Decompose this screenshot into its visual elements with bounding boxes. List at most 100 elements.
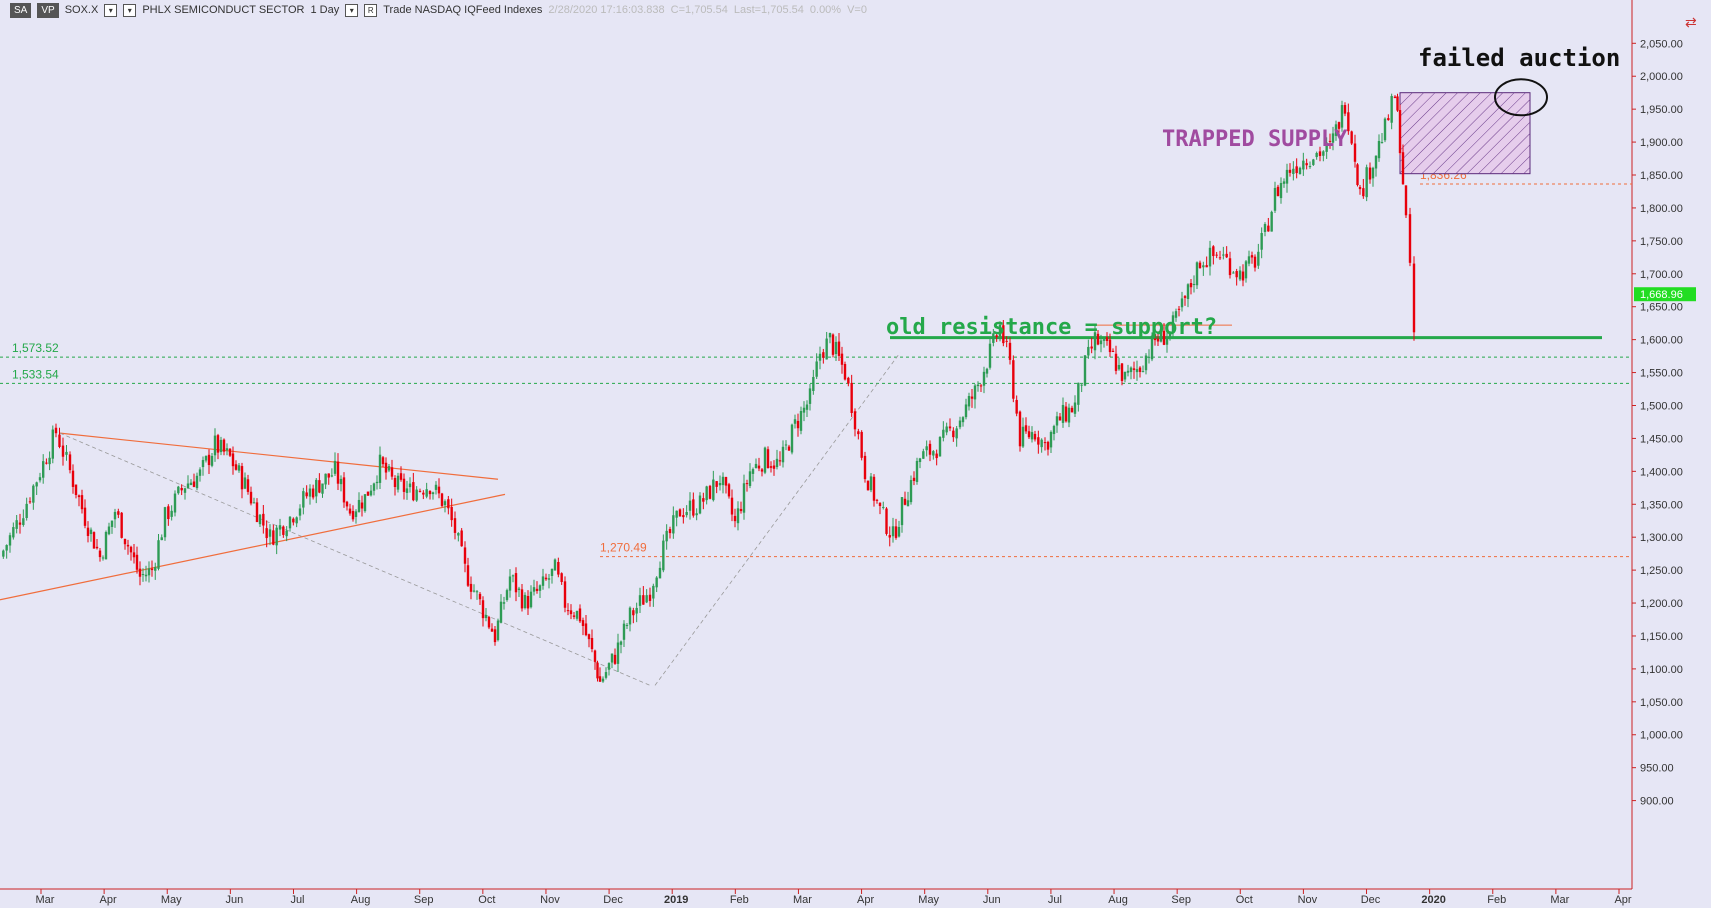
candle-body xyxy=(25,503,28,518)
interval-label[interactable]: 1 Day xyxy=(310,4,340,16)
candle-body xyxy=(872,476,876,501)
candle-body xyxy=(1343,105,1347,114)
candle-body xyxy=(628,607,632,625)
chart-tools-icon[interactable]: ⇄ xyxy=(1685,14,1697,30)
candle-body xyxy=(505,590,509,601)
candle-body xyxy=(1156,338,1160,342)
candle-body xyxy=(222,439,226,452)
candle-body xyxy=(834,341,838,355)
candle-body xyxy=(1077,382,1080,405)
candle-body xyxy=(1215,254,1218,256)
candle-body xyxy=(431,492,435,495)
candle-body xyxy=(1008,342,1012,360)
candle-body xyxy=(757,465,761,469)
y-tick-label: 2,050.00 xyxy=(1640,38,1683,50)
candle-body xyxy=(866,480,870,491)
candle-body xyxy=(1318,151,1322,156)
candle-body xyxy=(952,430,955,438)
candle-body xyxy=(625,625,629,627)
candle-body xyxy=(822,352,825,358)
candle-body xyxy=(463,547,467,564)
candle-body xyxy=(195,475,199,489)
candle-body xyxy=(440,493,444,506)
candle-body xyxy=(590,637,594,650)
x-tick-label: Nov xyxy=(540,894,560,906)
candle-body xyxy=(970,396,974,399)
x-tick-label: Mar xyxy=(793,894,812,906)
x-tick-label: Apr xyxy=(100,894,117,906)
candle-body xyxy=(282,526,285,535)
candle-body xyxy=(915,460,919,482)
candle-body xyxy=(1282,181,1286,184)
candle-body xyxy=(705,486,708,501)
candle-body xyxy=(1002,325,1005,344)
x-tick-label: Mar xyxy=(1550,894,1569,906)
candle-body xyxy=(1276,186,1280,197)
y-tick-label: 1,550.00 xyxy=(1640,368,1683,380)
candle-body xyxy=(177,486,180,494)
candle-body xyxy=(708,485,712,499)
candle-body xyxy=(1108,339,1112,353)
candle-body xyxy=(675,510,678,518)
candle-body xyxy=(1270,211,1273,232)
candle-body xyxy=(1365,167,1368,198)
x-tick-label: Jun xyxy=(983,894,1001,906)
candle-body xyxy=(258,514,262,525)
symbol-dropdown-icon[interactable]: ▾ xyxy=(104,3,118,17)
candle-body xyxy=(32,485,35,503)
y-tick-label: 1,900.00 xyxy=(1640,137,1683,149)
candle-body xyxy=(672,515,675,534)
candle-body xyxy=(1021,426,1025,447)
candle-body xyxy=(1390,96,1393,123)
mode-button[interactable]: R xyxy=(364,3,378,17)
candle-body xyxy=(1393,96,1397,98)
candle-body xyxy=(733,515,737,522)
candle-body xyxy=(888,535,891,538)
candle-body xyxy=(1083,355,1087,386)
symbol-label[interactable]: SOX.X xyxy=(64,4,99,16)
x-tick-label: Apr xyxy=(1614,894,1631,906)
candle-body xyxy=(1356,164,1359,186)
sa-button[interactable]: SA xyxy=(10,2,32,18)
candle-body xyxy=(428,490,432,495)
candle-body xyxy=(922,451,925,459)
candle-body xyxy=(1305,163,1308,166)
y-tick-label: 1,950.00 xyxy=(1640,104,1683,116)
candle-body xyxy=(339,478,343,485)
link-icon[interactable]: ▾ xyxy=(123,3,137,17)
x-tick-label: Sep xyxy=(414,894,434,906)
candle-body xyxy=(1168,331,1172,338)
interval-dropdown-icon[interactable]: ▾ xyxy=(345,3,359,17)
candle-body xyxy=(38,477,42,481)
candle-body xyxy=(760,469,764,472)
candle-body xyxy=(321,483,324,494)
candle-body xyxy=(18,522,22,525)
candle-body xyxy=(490,628,494,632)
candle-body xyxy=(1189,282,1193,288)
candle-body xyxy=(903,498,907,505)
candle-body xyxy=(113,511,117,520)
candle-body xyxy=(68,454,72,471)
y-tick-label: 1,350.00 xyxy=(1640,499,1683,511)
pct-change: 0.00% xyxy=(809,4,842,16)
candle-body xyxy=(998,324,1002,340)
candle-body xyxy=(272,530,275,545)
vp-button[interactable]: VP xyxy=(37,2,59,18)
candle-body xyxy=(167,506,170,520)
candle-body xyxy=(635,607,638,614)
candle-body xyxy=(384,462,388,473)
candle-body xyxy=(345,501,349,507)
candle-body xyxy=(1102,339,1106,341)
candle-body xyxy=(1238,270,1242,280)
candle-body xyxy=(875,499,879,501)
candle-body xyxy=(42,461,45,478)
y-tick-label: 1,200.00 xyxy=(1640,598,1683,610)
candle-body xyxy=(1141,371,1145,373)
candle-body xyxy=(412,482,415,501)
candle-body xyxy=(778,460,782,462)
candle-body xyxy=(481,600,485,619)
candle-body xyxy=(1177,308,1181,310)
last-price-tag xyxy=(1634,287,1696,302)
candle-body xyxy=(1030,432,1034,440)
